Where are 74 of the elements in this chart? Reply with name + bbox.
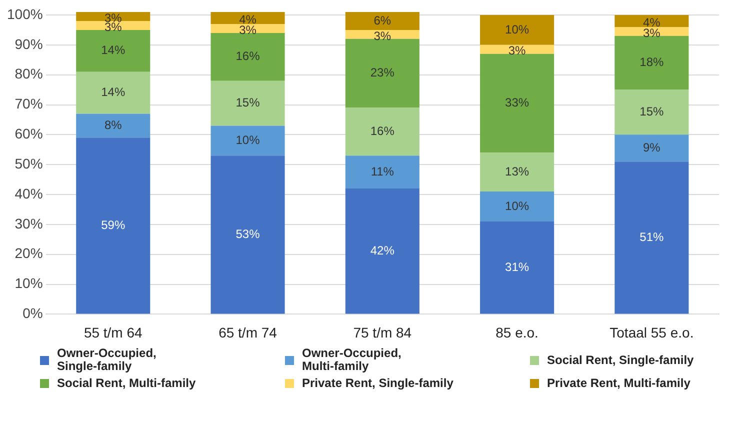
data-label: 15% [640, 104, 664, 119]
x-tick-label: 55 t/m 64 [84, 324, 143, 340]
data-label: 42% [370, 243, 395, 258]
data-label: 15% [236, 96, 260, 110]
bar [614, 14, 689, 27]
y-tick-label: 90% [14, 36, 43, 52]
bar [210, 12, 285, 24]
data-label: 14% [101, 85, 126, 100]
bar [614, 162, 689, 314]
bar [614, 26, 689, 36]
x-tick-label: 85 e.o. [496, 324, 538, 340]
bar [480, 152, 554, 192]
legend-label: Private Rent, Multi-family [547, 376, 690, 390]
bar [614, 90, 689, 135]
bar [345, 30, 420, 39]
bar [480, 44, 554, 54]
data-label: 13% [505, 164, 530, 178]
data-label: 11% [370, 164, 394, 178]
data-label: 53% [236, 226, 260, 241]
data-label: 51% [640, 230, 664, 244]
data-label: 31% [505, 260, 530, 274]
bar [210, 126, 285, 156]
x-tick-label: 75 t/m 84 [353, 324, 412, 340]
bar [210, 80, 285, 126]
bar [480, 54, 554, 153]
legend-label: Private Rent, Single-family [302, 376, 454, 390]
legend-label: Owner-Occupied, Single-family [57, 346, 158, 373]
data-label: 10% [236, 132, 260, 147]
bar [345, 12, 420, 30]
bar [210, 32, 285, 81]
y-tick-label: 0% [22, 305, 43, 322]
bar [345, 156, 420, 189]
y-tick-label: 20% [14, 245, 43, 262]
bar [480, 14, 554, 45]
data-label: 6% [374, 13, 392, 28]
y-tick-label: 40% [14, 185, 43, 202]
y-tick-label: 80% [14, 66, 43, 82]
y-tick-label: 50% [14, 155, 43, 172]
y-tick-label: 70% [14, 96, 43, 112]
y-tick-label: 10% [14, 275, 43, 292]
data-label: 14% [101, 43, 126, 58]
data-label: 8% [104, 118, 122, 132]
bar [76, 114, 150, 138]
bar [345, 108, 420, 156]
data-label: 4% [239, 12, 257, 26]
data-label: 9% [643, 140, 661, 154]
data-label: 33% [505, 96, 530, 110]
bar [614, 36, 689, 90]
data-label: 18% [640, 55, 664, 70]
data-label: 10% [505, 22, 530, 36]
data-label: 16% [236, 49, 260, 64]
x-tick-label: Totaal 55 e.o. [610, 324, 694, 340]
bar [345, 188, 420, 314]
bar [480, 221, 554, 314]
data-label: 10% [505, 198, 530, 213]
bar [480, 192, 554, 222]
bar [210, 156, 285, 314]
bar [345, 38, 420, 108]
bar [76, 138, 150, 314]
bar [614, 134, 689, 162]
y-tick-label: 100% [6, 6, 43, 22]
legend-label: Social Rent, Multi-family [57, 376, 196, 390]
y-tick-label: 30% [14, 215, 43, 232]
data-label: 3% [508, 44, 526, 58]
bar [76, 30, 150, 72]
data-label: 23% [370, 66, 395, 80]
legend-label: Owner-Occupied, Multi-family [302, 346, 402, 373]
data-label: 59% [101, 218, 126, 232]
data-label: 16% [370, 124, 395, 138]
legend-label: Social Rent, Single-family [547, 352, 694, 366]
y-tick-label: 60% [14, 126, 43, 142]
data-label: 3% [374, 28, 392, 43]
x-tick-label: 65 t/m 74 [218, 324, 278, 340]
bar [76, 72, 150, 114]
